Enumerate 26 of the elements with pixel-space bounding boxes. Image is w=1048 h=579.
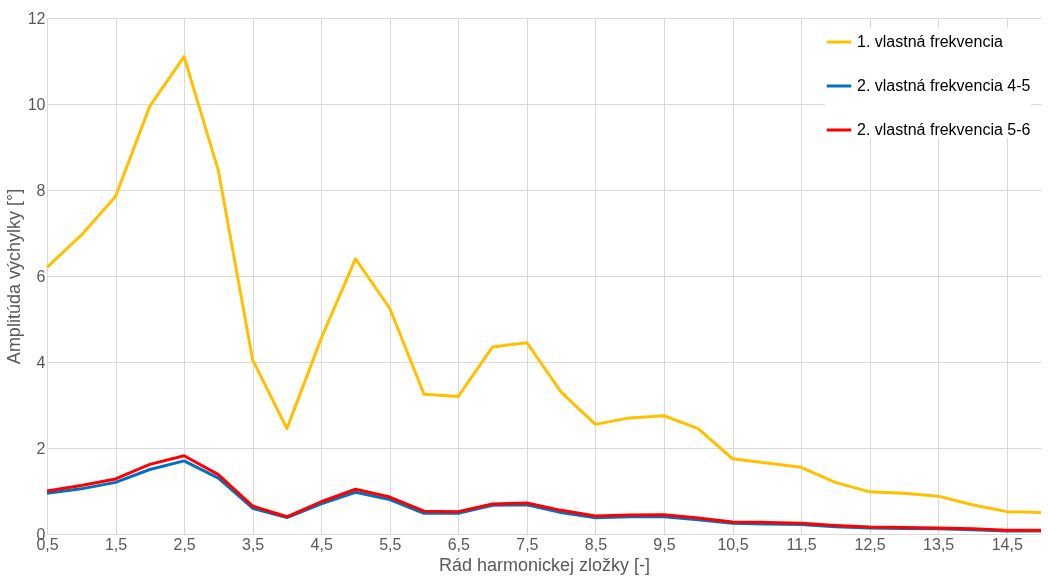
x-tick-label: 10,5 bbox=[717, 535, 749, 553]
x-axis-title: Rád harmonickej zložky [-] bbox=[438, 554, 651, 575]
y-tick-label: 8 bbox=[36, 181, 46, 199]
x-tick-label: 14,5 bbox=[991, 535, 1023, 553]
x-tick-label: 7,5 bbox=[516, 535, 539, 553]
x-tick-label: 8,5 bbox=[584, 535, 608, 553]
y-tick-label: 2 bbox=[36, 439, 46, 457]
y-tick-label: 4 bbox=[36, 353, 46, 371]
x-tick-label: 13,5 bbox=[923, 535, 955, 553]
x-tick-label: 5,5 bbox=[379, 535, 402, 553]
x-tick-label: 2,5 bbox=[173, 535, 196, 553]
x-tick-label: 3,5 bbox=[242, 535, 265, 553]
y-tick-label: 10 bbox=[27, 95, 46, 113]
legend-label: 1. vlastná frekvencia bbox=[857, 33, 1003, 50]
x-tick-label: 4,5 bbox=[310, 535, 333, 553]
y-tick-label: 12 bbox=[27, 9, 46, 27]
x-tick-label: 1,5 bbox=[104, 535, 128, 553]
x-tick-label: 11,5 bbox=[786, 535, 817, 553]
x-tick-label: 6,5 bbox=[447, 535, 471, 553]
legend-label: 2. vlastná frekvencia 4-5 bbox=[857, 77, 1031, 94]
x-tick-label: 9,5 bbox=[653, 535, 676, 553]
y-axis-title: Amplitúda výchylky [°] bbox=[3, 188, 24, 365]
x-tick-label: 12,5 bbox=[854, 535, 886, 553]
line-series bbox=[45, 55, 1043, 514]
legend-label: 2. vlastná frekvencia 5-6 bbox=[857, 121, 1031, 138]
y-tick-label: 6 bbox=[36, 267, 46, 285]
